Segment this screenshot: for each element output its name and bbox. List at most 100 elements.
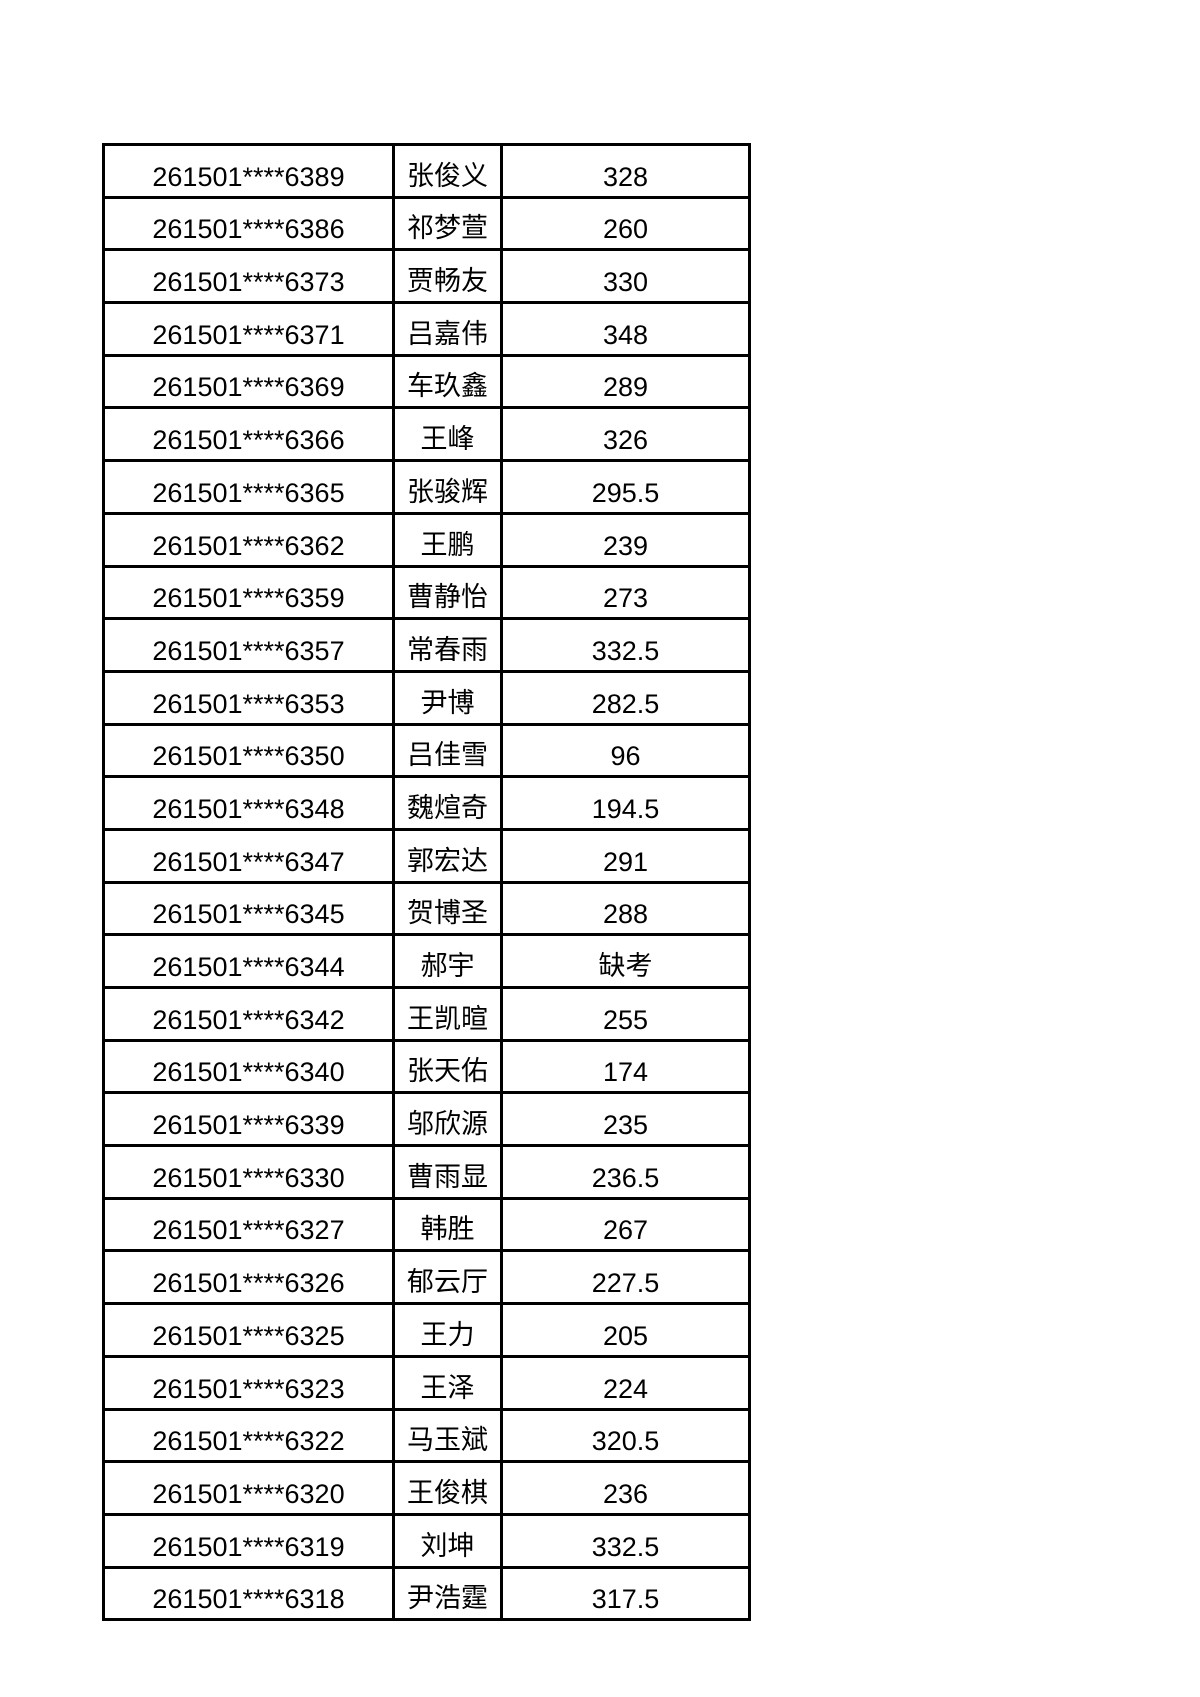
score-cell: 235 — [500, 1091, 751, 1148]
student-id-cell: 261501****6386 — [102, 195, 395, 252]
table-row: 261501****6318 尹浩霆 317.5 — [102, 1565, 751, 1622]
student-id-cell: 261501****6373 — [102, 248, 395, 305]
score-cell: 288 — [500, 880, 751, 937]
student-name-cell: 魏煊奇 — [392, 775, 503, 831]
student-name-cell: 王泽 — [392, 1354, 503, 1411]
score-cell: 236.5 — [500, 1144, 751, 1200]
score-cell: 328 — [500, 143, 751, 199]
score-cell: 273 — [500, 564, 751, 621]
table-row: 261501****6323 王泽 224 — [102, 1354, 751, 1411]
table-row: 261501****6327 韩胜 267 — [102, 1196, 751, 1253]
student-name-cell: 车玖鑫 — [392, 353, 503, 410]
student-id-cell: 261501****6348 — [102, 775, 395, 831]
student-id-cell: 261501****6362 — [102, 511, 395, 568]
student-name-cell: 王俊棋 — [392, 1460, 503, 1516]
student-name-cell: 尹博 — [392, 669, 503, 726]
table-row: 261501****6340 张天佑 174 — [102, 1038, 751, 1095]
score-cell: 255 — [500, 986, 751, 1042]
table-row: 261501****6345 贺博圣 288 — [102, 880, 751, 937]
student-name-cell: 吕佳雪 — [392, 722, 503, 779]
table-row: 261501****6357 常春雨 332.5 — [102, 617, 751, 673]
student-id-cell: 261501****6340 — [102, 1038, 395, 1095]
student-name-cell: 郭宏达 — [392, 827, 503, 884]
table-row: 261501****6325 王力 205 — [102, 1302, 751, 1358]
score-cell: 282.5 — [500, 669, 751, 726]
student-id-cell: 261501****6319 — [102, 1512, 395, 1569]
table-row: 261501****6353 尹博 282.5 — [102, 669, 751, 726]
table-row: 261501****6319 刘坤 332.5 — [102, 1512, 751, 1569]
table-row: 261501****6371 吕嘉伟 348 — [102, 301, 751, 357]
score-cell: 174 — [500, 1038, 751, 1095]
student-id-cell: 261501****6318 — [102, 1565, 395, 1622]
student-id-cell: 261501****6330 — [102, 1144, 395, 1200]
table-row: 261501****6330 曹雨显 236.5 — [102, 1144, 751, 1200]
student-id-cell: 261501****6322 — [102, 1407, 395, 1464]
table-row: 261501****6350 吕佳雪 96 — [102, 722, 751, 779]
student-id-cell: 261501****6347 — [102, 827, 395, 884]
student-name-cell: 王力 — [392, 1302, 503, 1358]
table-row: 261501****6322 马玉斌 320.5 — [102, 1407, 751, 1464]
student-name-cell: 郝宇 — [392, 933, 503, 989]
student-id-cell: 261501****6342 — [102, 986, 395, 1042]
score-table: 261501****6389 张俊义 328 261501****6386 祁梦萱 260… — [102, 143, 751, 1622]
score-cell: 295.5 — [500, 459, 751, 515]
table-row: 261501****6365 张骏辉 295.5 — [102, 459, 751, 515]
score-cell: 320.5 — [500, 1407, 751, 1464]
student-name-cell: 常春雨 — [392, 617, 503, 673]
table-row: 261501****6347 郭宏达 291 — [102, 827, 751, 884]
student-id-cell: 261501****6320 — [102, 1460, 395, 1516]
table-row: 261501****6362 王鹏 239 — [102, 511, 751, 568]
table-row: 261501****6373 贾畅友 330 — [102, 248, 751, 305]
student-id-cell: 261501****6327 — [102, 1196, 395, 1253]
student-name-cell: 王凯暄 — [392, 986, 503, 1042]
student-id-cell: 261501****6326 — [102, 1249, 395, 1306]
student-id-cell: 261501****6369 — [102, 353, 395, 410]
table-row: 261501****6339 邬欣源 235 — [102, 1091, 751, 1148]
student-name-cell: 贾畅友 — [392, 248, 503, 305]
student-name-cell: 张骏辉 — [392, 459, 503, 515]
student-id-cell: 261501****6345 — [102, 880, 395, 937]
table-row: 261501****6348 魏煊奇 194.5 — [102, 775, 751, 831]
score-cell: 289 — [500, 353, 751, 410]
score-cell: 260 — [500, 195, 751, 252]
score-cell: 236 — [500, 1460, 751, 1516]
student-name-cell: 王峰 — [392, 406, 503, 463]
table-row: 261501****6344 郝宇 缺考 — [102, 933, 751, 989]
student-name-cell: 贺博圣 — [392, 880, 503, 937]
student-name-cell: 吕嘉伟 — [392, 301, 503, 357]
score-cell: 332.5 — [500, 1512, 751, 1569]
score-cell: 224 — [500, 1354, 751, 1411]
table-row: 261501****6369 车玖鑫 289 — [102, 353, 751, 410]
student-id-cell: 261501****6325 — [102, 1302, 395, 1358]
student-name-cell: 尹浩霆 — [392, 1565, 503, 1622]
score-cell: 330 — [500, 248, 751, 305]
table-row: 261501****6386 祁梦萱 260 — [102, 195, 751, 252]
table-row: 261501****6342 王凯暄 255 — [102, 986, 751, 1042]
table-row: 261501****6320 王俊棋 236 — [102, 1460, 751, 1516]
student-name-cell: 祁梦萱 — [392, 195, 503, 252]
student-name-cell: 邬欣源 — [392, 1091, 503, 1148]
student-id-cell: 261501****6366 — [102, 406, 395, 463]
score-table-body: 261501****6389 张俊义 328 261501****6386 祁梦萱 260… — [102, 143, 751, 1622]
table-row: 261501****6389 张俊义 328 — [102, 143, 751, 199]
score-cell: 332.5 — [500, 617, 751, 673]
score-cell: 205 — [500, 1302, 751, 1358]
student-id-cell: 261501****6389 — [102, 143, 395, 199]
table-row: 261501****6359 曹静怡 273 — [102, 564, 751, 621]
student-id-cell: 261501****6353 — [102, 669, 395, 726]
score-cell: 96 — [500, 722, 751, 779]
student-name-cell: 曹雨显 — [392, 1144, 503, 1200]
student-id-cell: 261501****6344 — [102, 933, 395, 989]
student-id-cell: 261501****6371 — [102, 301, 395, 357]
table-row: 261501****6366 王峰 326 — [102, 406, 751, 463]
student-name-cell: 王鹏 — [392, 511, 503, 568]
student-name-cell: 张天佑 — [392, 1038, 503, 1095]
score-cell: 194.5 — [500, 775, 751, 831]
score-cell: 267 — [500, 1196, 751, 1253]
student-id-cell: 261501****6350 — [102, 722, 395, 779]
score-cell: 291 — [500, 827, 751, 884]
student-name-cell: 刘坤 — [392, 1512, 503, 1569]
student-name-cell: 郁云厅 — [392, 1249, 503, 1306]
student-name-cell: 曹静怡 — [392, 564, 503, 621]
